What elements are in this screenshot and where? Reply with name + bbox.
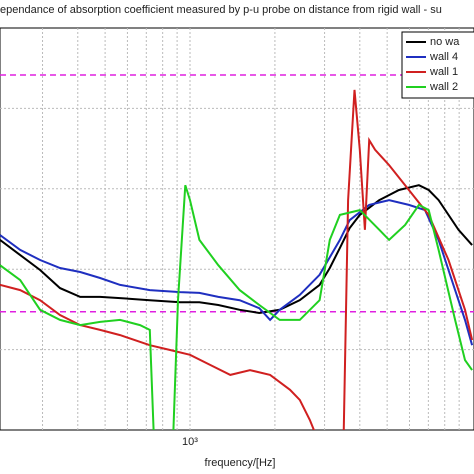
plot-area <box>0 27 474 431</box>
series-line <box>0 89 474 430</box>
legend-label: no wa <box>430 36 460 48</box>
plot-layer <box>0 28 474 430</box>
x-axis-label: frequency/[Hz] <box>205 457 276 469</box>
legend-label: wall 4 <box>429 51 458 63</box>
series-line <box>0 184 473 430</box>
chart-title: ependance of absorption coefficient meas… <box>0 4 442 16</box>
series-line <box>0 199 474 346</box>
x-tick-label: 10³ <box>182 436 198 448</box>
legend-label: wall 2 <box>429 81 458 93</box>
legend-label: wall 1 <box>429 66 458 78</box>
